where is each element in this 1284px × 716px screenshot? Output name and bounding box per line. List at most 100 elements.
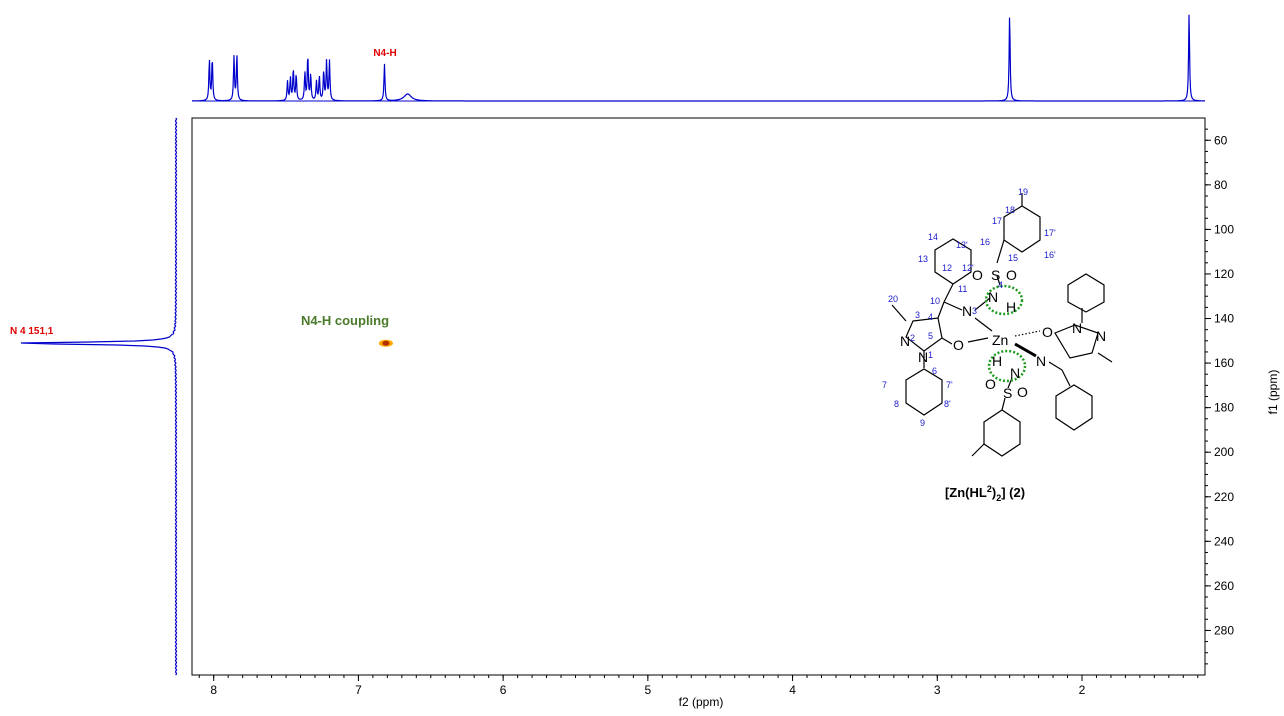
x-tick-label: 2 xyxy=(1079,683,1086,697)
n3-n4-bond xyxy=(974,297,991,311)
atom-n2: N xyxy=(900,333,910,349)
atom-o-right: O xyxy=(1042,324,1053,340)
n4h-peak-label: N4-H xyxy=(373,48,396,59)
y-axis: 60 80 100 120 140 160 180 200 220 240 260 280 xyxy=(1205,128,1234,665)
atom-number: 19 xyxy=(1018,187,1028,197)
atom-number: 8 xyxy=(894,399,899,409)
n4-shift-label: N 4 151,1 xyxy=(10,326,54,337)
y-tick-label: 120 xyxy=(1214,267,1234,281)
atom-o-top-left: O xyxy=(972,267,983,283)
phenyl-ring-11 xyxy=(934,238,972,285)
y-tick-label: 280 xyxy=(1214,623,1234,637)
c10-n3-bond xyxy=(943,301,963,311)
y-tick-label: 60 xyxy=(1214,133,1228,147)
atom-number: 12' xyxy=(962,263,974,273)
n4h-highlight-circle-top xyxy=(984,284,1024,316)
c10-c11-bond xyxy=(943,283,954,303)
atom-s-bottom: S xyxy=(1003,385,1012,401)
atom-number: 7' xyxy=(946,380,953,390)
atom-number: 11 xyxy=(958,284,967,294)
y-tick-label: 180 xyxy=(1214,401,1234,415)
methyl-right-bond xyxy=(1097,352,1113,363)
x-tick-label: 5 xyxy=(645,683,652,697)
cross-peak-core xyxy=(382,340,390,346)
x-tick-label: 7 xyxy=(355,683,362,697)
methyl-bond-bottom xyxy=(971,443,985,457)
atom-number: 10 xyxy=(930,296,940,306)
atom-s-top: S xyxy=(991,267,1000,283)
zn-n-right-bond xyxy=(1014,342,1037,358)
pyrazolone-right xyxy=(1054,324,1099,359)
atom-n-right-1: N xyxy=(1072,320,1082,336)
atom-o-top-right: O xyxy=(1006,267,1017,283)
atom-number: 8' xyxy=(944,399,951,409)
f1-projection: N 4 151,1 xyxy=(10,117,178,676)
atom-o-bottom-right: O xyxy=(1017,384,1028,400)
phenyl-ring-6 xyxy=(905,368,943,416)
compound-label: [Zn(HL2)2] (2) xyxy=(945,484,1025,503)
c4-c10-bond xyxy=(937,301,945,319)
x-tick-label: 3 xyxy=(934,683,941,697)
atom-n1: N xyxy=(918,349,928,365)
atom-o-bottom-left: O xyxy=(985,376,996,392)
c5-o-bond xyxy=(941,337,953,345)
cross-peaks xyxy=(378,339,393,347)
c-phenyl-right-bond xyxy=(1061,369,1071,387)
atom-number: 1 xyxy=(928,350,933,360)
f2-projection-trace xyxy=(192,14,1205,102)
atom-n3: N xyxy=(962,303,972,319)
atom-number: 17 xyxy=(992,216,1002,226)
atom-number: 17' xyxy=(1044,228,1056,238)
x-tick-label: 4 xyxy=(789,683,796,697)
atom-n4: N xyxy=(988,289,998,305)
y-tick-label: 220 xyxy=(1214,490,1234,504)
zn-n3-bond xyxy=(974,317,993,332)
atom-number: 9 xyxy=(920,418,925,428)
phenyl-ring-right-top xyxy=(1067,273,1105,313)
pyrazolone-left xyxy=(905,317,943,352)
n4h-highlight-circle-bottom xyxy=(987,349,1027,383)
y-tick-label: 260 xyxy=(1214,579,1234,593)
atom-number: 20 xyxy=(888,294,898,304)
atom-number: 7 xyxy=(882,380,887,390)
f2-projection: N4-H xyxy=(192,14,1205,102)
atom-number: 13 xyxy=(918,254,928,264)
atom-h-bottom: H xyxy=(992,353,1002,369)
atom-number: 3 xyxy=(972,306,977,316)
atom-number: 15 xyxy=(1008,253,1018,263)
atom-number: 4 xyxy=(928,312,933,322)
y-tick-label: 140 xyxy=(1214,312,1234,326)
atom-number: 2 xyxy=(910,333,915,343)
y-tick-label: 240 xyxy=(1214,534,1234,548)
atom-number: 5 xyxy=(928,331,933,341)
atom-n-right-2: N xyxy=(1096,328,1106,344)
tolyl-ring-bottom xyxy=(983,409,1021,457)
atom-number: 18 xyxy=(1005,205,1015,215)
atom-o-left: O xyxy=(953,337,964,353)
zinc-complex-structure xyxy=(891,193,1113,457)
atom-number: 3 xyxy=(915,310,920,320)
y-tick-label: 200 xyxy=(1214,445,1234,459)
methyl-20-bond xyxy=(891,304,907,322)
x-tick-label: 6 xyxy=(500,683,507,697)
coupling-annotation: N4-H coupling xyxy=(301,313,389,328)
zn-atom: Zn xyxy=(992,332,1008,348)
atom-number: 12 xyxy=(942,263,952,273)
x-axis: 8 7 6 5 4 3 2 xyxy=(198,675,1199,697)
atom-number: 16 xyxy=(980,237,990,247)
x-axis-label: f2 (ppm) xyxy=(679,695,724,709)
zn-o-right-bond xyxy=(1014,330,1041,337)
atom-number: 4 xyxy=(998,280,1003,290)
phenyl-ring-right-bottom xyxy=(1055,384,1093,431)
c-n-right-bond xyxy=(1048,361,1063,371)
atom-number: 14 xyxy=(928,232,938,242)
s-ring-bond-top xyxy=(996,239,1005,264)
atom-number: 13' xyxy=(956,240,968,250)
plot-area xyxy=(191,117,1206,676)
structure-atom-labels: Zn S O O N N H N N O O N N N H N S O O xyxy=(900,267,1106,401)
f1-projection-trace xyxy=(20,117,178,676)
atom-h-top: H xyxy=(1006,299,1016,315)
y-tick-label: 160 xyxy=(1214,356,1234,370)
